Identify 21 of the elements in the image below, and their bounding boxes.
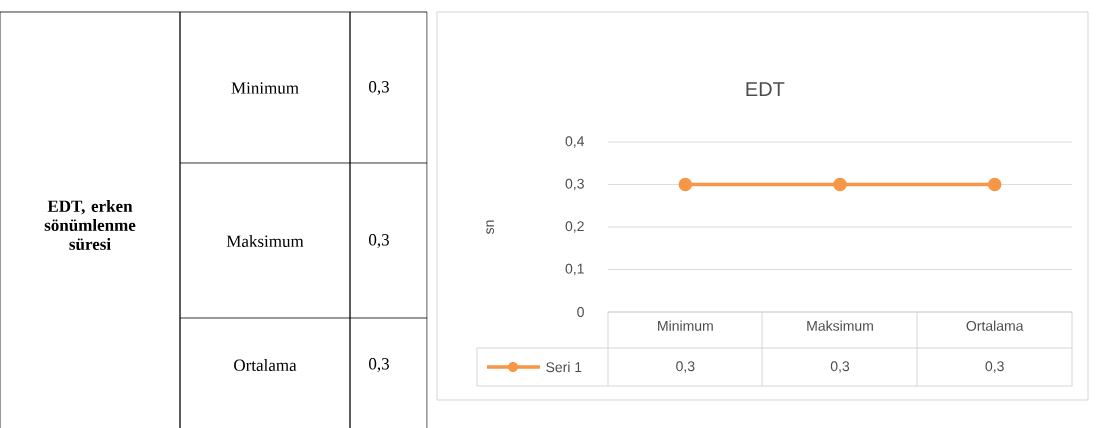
- y-axis-title: sn: [486, 220, 494, 234]
- data-label: 0,3: [676, 361, 695, 373]
- text: 0,3: [369, 358, 389, 372]
- data-label: 0,3: [830, 361, 850, 373]
- y-tick-label: 0,2: [565, 221, 584, 233]
- data-label: 0,3: [985, 361, 1004, 373]
- legend-label: Seri 1: [546, 361, 582, 373]
- text: 0,3: [369, 234, 389, 248]
- x-tick-label: Ortalama: [966, 320, 1024, 331]
- y-tick-label: 0: [577, 307, 584, 317]
- y-tick-label: 0,4: [565, 136, 585, 148]
- text: 0,3: [369, 81, 389, 95]
- y-tick-label: 0,3: [565, 178, 584, 191]
- text: Maksimum: [226, 235, 304, 247]
- y-tick-label: 0,1: [565, 263, 584, 276]
- x-tick-label: Minimum: [658, 320, 713, 331]
- text: Ortalama: [234, 359, 297, 371]
- text: Minimum: [231, 82, 299, 94]
- chart-title: EDT: [746, 82, 785, 96]
- x-tick-label: Maksimum: [807, 320, 873, 331]
- text: EDT, erken sönümlenme süresi: [44, 200, 136, 250]
